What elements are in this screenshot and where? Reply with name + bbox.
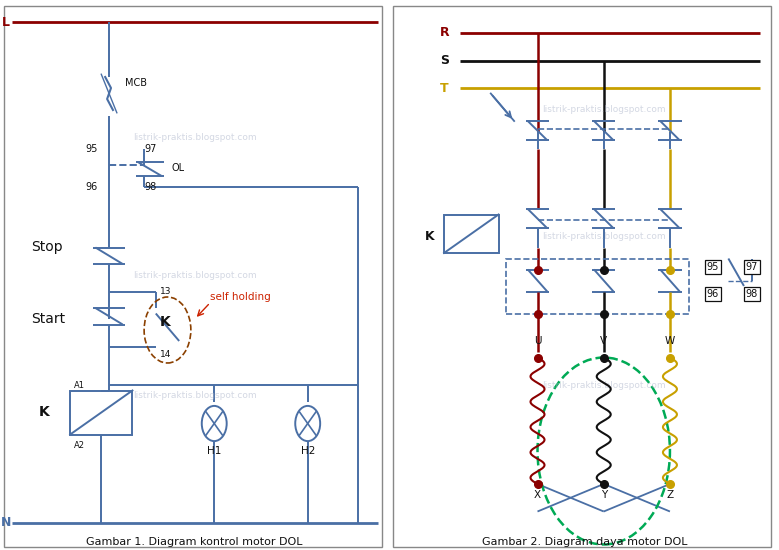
Text: Z: Z (666, 490, 674, 500)
Text: V: V (600, 336, 608, 346)
Text: 98: 98 (746, 289, 758, 299)
Text: listrik-praktis.blogspot.com: listrik-praktis.blogspot.com (133, 392, 256, 400)
Text: L: L (2, 15, 10, 29)
Text: X: X (534, 490, 541, 500)
Text: Stop: Stop (31, 240, 63, 255)
Text: listrik-praktis.blogspot.com: listrik-praktis.blogspot.com (542, 232, 665, 241)
Text: 98: 98 (144, 182, 157, 192)
Text: 96: 96 (86, 182, 98, 192)
Text: K: K (425, 230, 434, 243)
Text: MCB: MCB (125, 78, 146, 87)
Text: S: S (440, 54, 449, 67)
Bar (444, 214, 499, 253)
Text: U: U (534, 336, 541, 346)
Text: T: T (440, 81, 449, 95)
Text: 95: 95 (707, 262, 719, 272)
Text: Y: Y (601, 490, 607, 500)
Text: listrik-praktis.blogspot.com: listrik-praktis.blogspot.com (133, 133, 256, 142)
Text: 96: 96 (707, 289, 719, 299)
Text: K: K (39, 405, 50, 420)
Text: 95: 95 (86, 144, 98, 153)
Text: A2: A2 (74, 441, 85, 450)
Text: Gambar 1. Diagram kontrol motor DOL: Gambar 1. Diagram kontrol motor DOL (86, 537, 303, 547)
Text: 13: 13 (160, 287, 171, 296)
Text: Start: Start (31, 312, 65, 326)
Text: A1: A1 (74, 381, 85, 389)
Text: H1: H1 (207, 446, 221, 456)
Text: 97: 97 (144, 144, 157, 153)
Text: Gambar 2. Diagram daya motor DOL: Gambar 2. Diagram daya motor DOL (481, 537, 687, 547)
Bar (70, 390, 132, 435)
Text: 14: 14 (160, 350, 171, 359)
Text: self holding: self holding (210, 292, 271, 302)
Text: W: W (664, 336, 675, 346)
Text: K: K (160, 315, 171, 329)
Text: 97: 97 (746, 262, 758, 272)
Text: listrik-praktis.blogspot.com: listrik-praktis.blogspot.com (133, 271, 256, 279)
Bar (506, 258, 689, 314)
Text: R: R (440, 26, 449, 40)
Text: listrik-praktis.blogspot.com: listrik-praktis.blogspot.com (542, 106, 665, 114)
Text: OL: OL (171, 163, 185, 173)
Text: H2: H2 (301, 446, 315, 456)
Text: N: N (1, 516, 11, 529)
Text: listrik-praktis.blogspot.com: listrik-praktis.blogspot.com (542, 381, 665, 389)
